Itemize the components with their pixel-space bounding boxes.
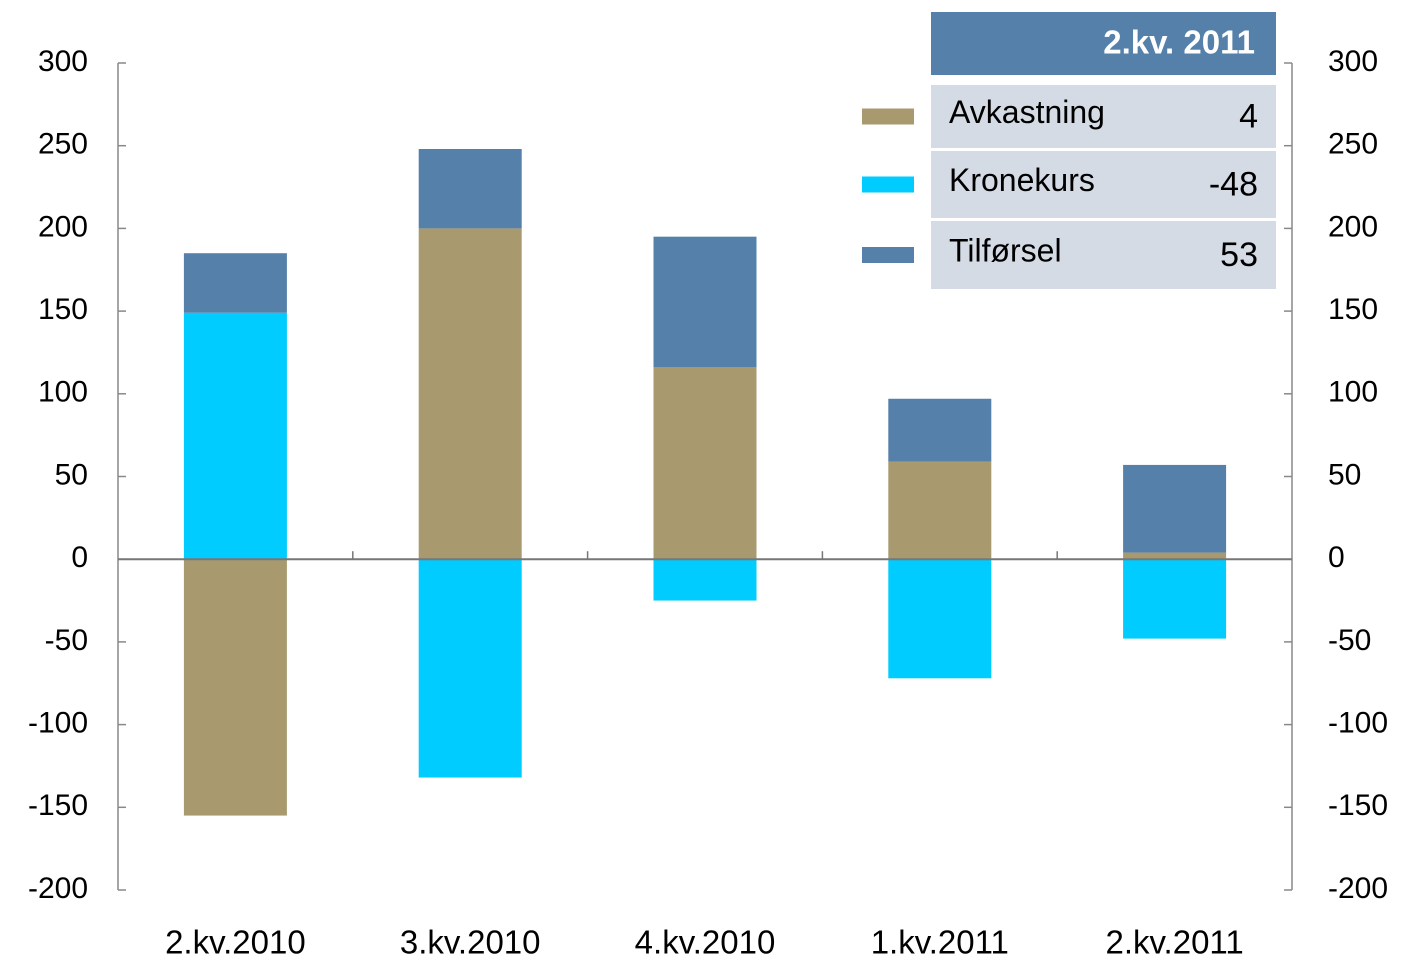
y2-tick-label: 150 [1328,293,1378,326]
bar-segment [418,559,522,778]
x-tick-label: 2.kv.2010 [165,924,306,961]
bar-segment [1123,552,1227,560]
y-tick-label: 150 [38,293,88,326]
bar-segment [888,398,992,462]
bar-segment [183,559,287,816]
bar-segment [653,559,757,601]
bar-segment [418,149,522,229]
y-tick-label: 250 [38,128,88,161]
y2-tick-label: 300 [1328,45,1378,78]
legend-title: 2.kv. 2011 [1103,24,1255,61]
legend-row [931,151,1276,218]
y-tick-label: 50 [55,458,88,491]
legend-value: 4 [1239,97,1258,135]
bar-segment [1123,464,1227,553]
bar-segment [888,559,992,679]
bar-segment [183,253,287,313]
y2-tick-label: -100 [1328,707,1388,740]
x-tick-label: 3.kv.2010 [400,924,541,961]
legend-row [931,221,1276,289]
y-tick-label: 300 [38,45,88,78]
bar-segment [888,461,992,560]
bar-segment [418,228,522,560]
y2-tick-label: 250 [1328,128,1378,161]
legend-swatch [862,176,914,193]
y-tick-label: -50 [45,624,88,657]
y-tick-label: -100 [28,707,88,740]
bar-segment [183,312,287,560]
legend-header [931,12,1276,75]
bar-segment [653,367,757,560]
bar-segment [1123,559,1227,639]
legend-value: 53 [1220,236,1258,274]
legend-value: -48 [1209,165,1258,203]
y-tick-label: -150 [28,789,88,822]
y-tick-label: 100 [38,376,88,409]
y2-tick-label: 0 [1328,541,1345,574]
legend-swatch [862,108,914,125]
x-tick-label: 2.kv.2011 [1105,924,1243,961]
y2-tick-label: 50 [1328,458,1361,491]
y-tick-label: 0 [71,541,88,574]
y-tick-label: -200 [28,872,88,905]
y2-tick-label: -150 [1328,789,1388,822]
legend-label: Avkastning [949,94,1105,130]
legend-swatch [862,247,914,263]
y2-tick-label: 200 [1328,210,1378,243]
y2-tick-label: 100 [1328,376,1378,409]
y2-tick-label: -200 [1328,872,1388,905]
legend-row [931,85,1276,148]
legend-label: Kronekurs [949,162,1095,198]
y-tick-label: 200 [38,210,88,243]
bar-segment [653,236,757,368]
x-tick-label: 4.kv.2010 [635,924,776,961]
y2-tick-label: -50 [1328,624,1371,657]
x-tick-label: 1.kv.2011 [871,924,1009,961]
legend-label: Tilførsel [949,232,1062,268]
